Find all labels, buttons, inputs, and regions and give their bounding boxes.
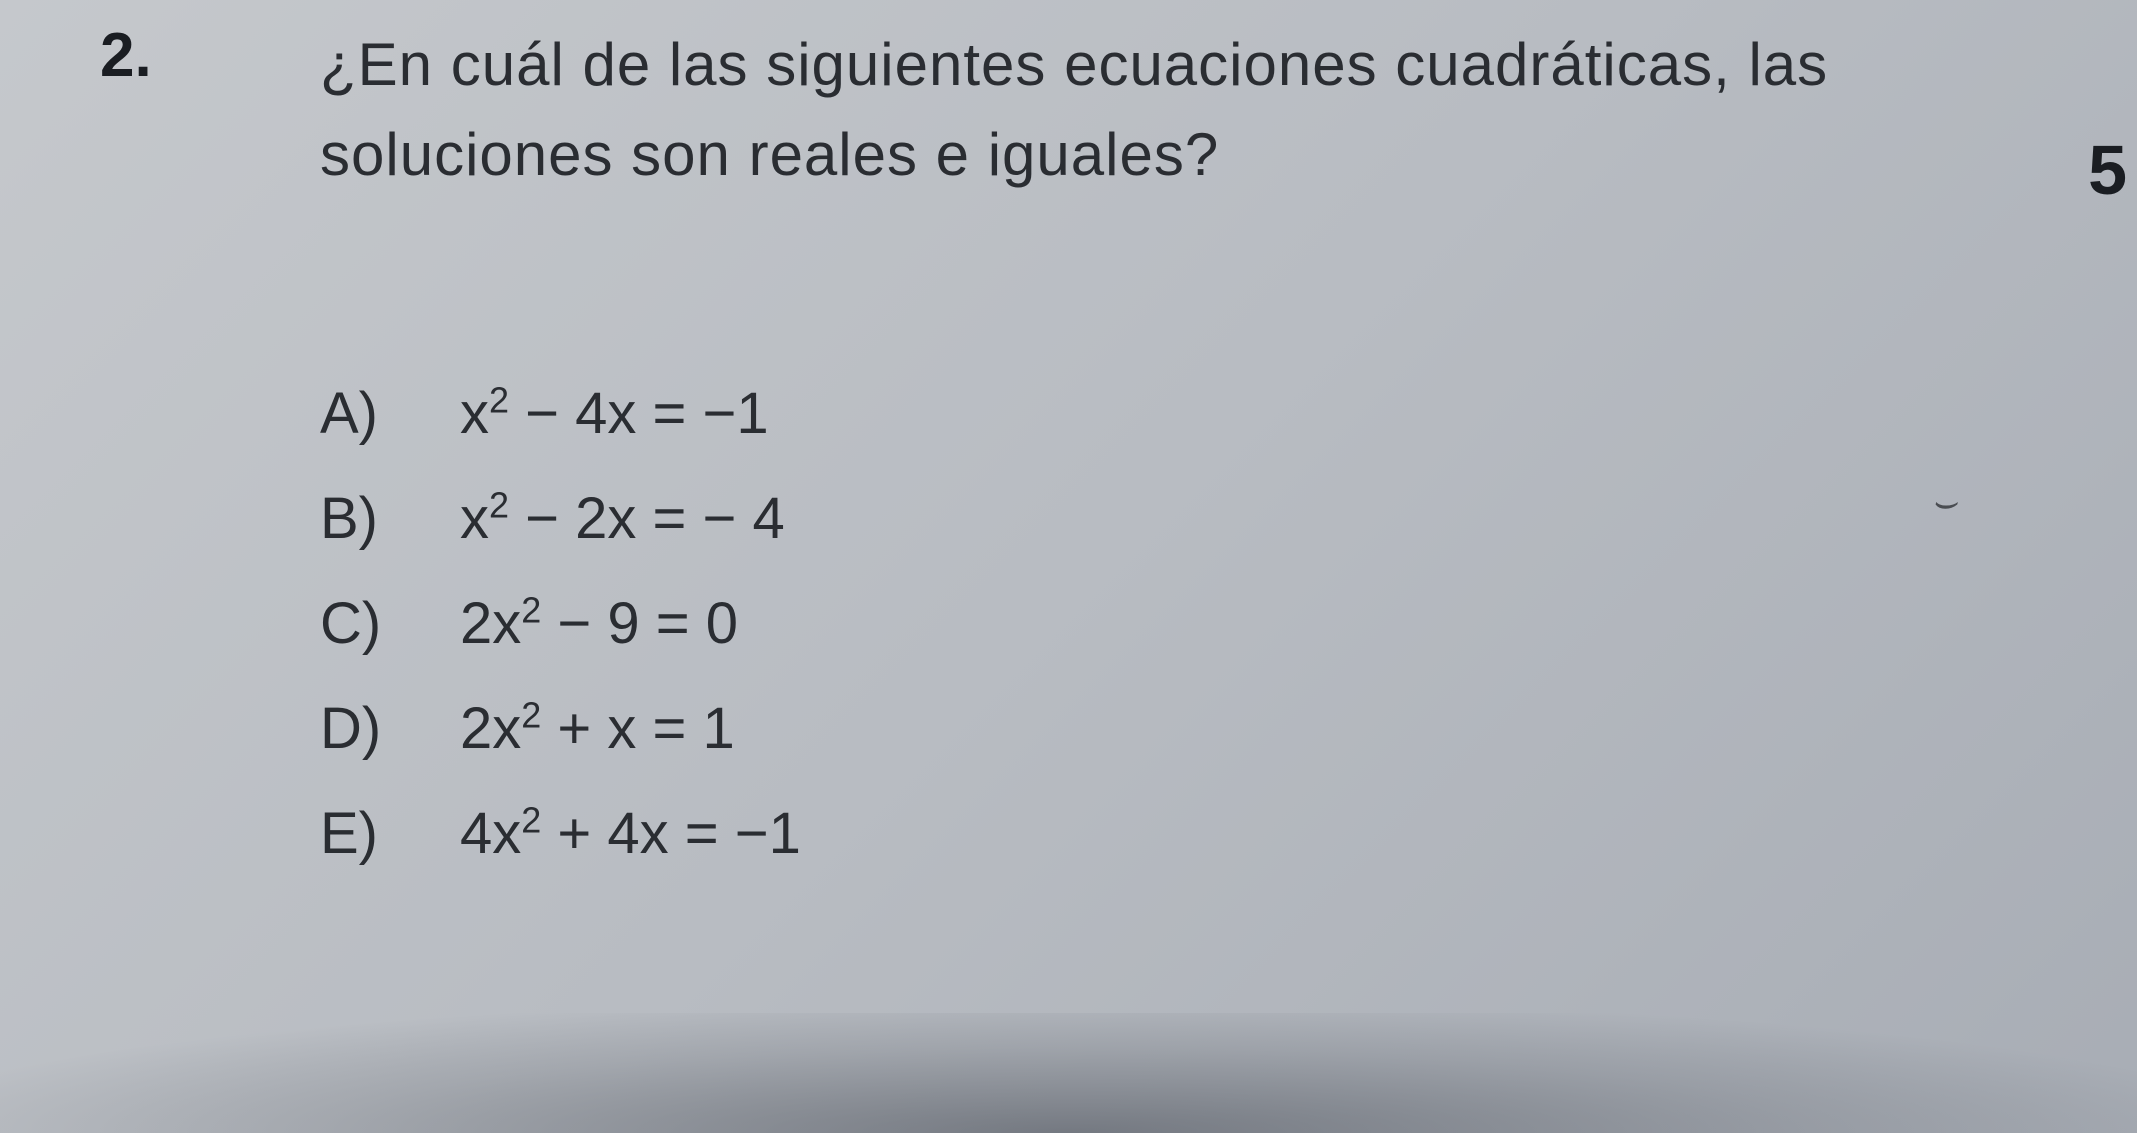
stray-mark: ⌣: [1931, 480, 1957, 525]
question-text: ¿En cuál de las siguientes ecuaciones cu…: [320, 20, 1920, 200]
option-d: D) 2x2 + x = 1: [320, 695, 801, 762]
option-letter: A): [320, 380, 460, 447]
shadow-overlay: [0, 1013, 2137, 1133]
option-e: E) 4x2 + 4x = −1: [320, 800, 801, 867]
option-c: C) 2x2 − 9 = 0: [320, 590, 801, 657]
side-question-number: 5: [2088, 130, 2127, 210]
option-b: B) x2 − 2x = − 4: [320, 485, 801, 552]
option-letter: D): [320, 695, 460, 762]
option-a: A) x2 − 4x = −1: [320, 380, 801, 447]
option-letter: C): [320, 590, 460, 657]
option-equation: x2 − 2x = − 4: [460, 485, 785, 552]
option-letter: E): [320, 800, 460, 867]
option-equation: 4x2 + 4x = −1: [460, 800, 801, 867]
option-letter: B): [320, 485, 460, 552]
option-equation: 2x2 − 9 = 0: [460, 590, 738, 657]
options-list: A) x2 − 4x = −1 B) x2 − 2x = − 4 C) 2x2 …: [320, 380, 801, 905]
option-equation: 2x2 + x = 1: [460, 695, 735, 762]
option-equation: x2 − 4x = −1: [460, 380, 769, 447]
question-number: 2.: [100, 20, 152, 91]
